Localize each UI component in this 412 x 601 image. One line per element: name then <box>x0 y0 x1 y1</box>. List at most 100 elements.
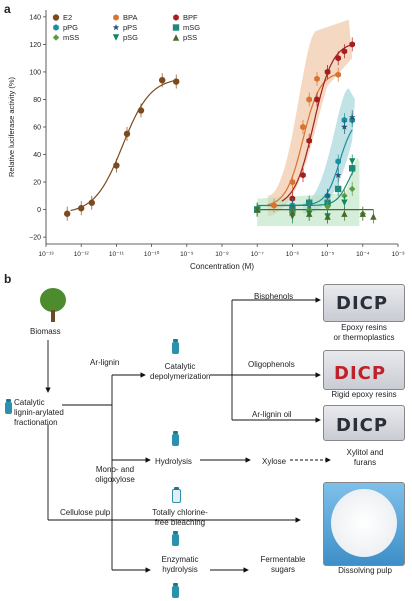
legend-entry-bpa: BPA <box>123 13 137 22</box>
data-point-psg <box>349 158 356 165</box>
x-tick-label: 10⁻¹² <box>74 251 90 258</box>
catalytic-depolymerization-label: Catalytic depolymerization <box>150 362 211 381</box>
data-point-bpa <box>306 96 312 103</box>
y-tick-label: 20 <box>33 180 41 187</box>
dissolving-pulp-image <box>323 482 405 566</box>
data-point-e2 <box>173 78 180 85</box>
panel-a-label: a <box>4 2 11 16</box>
legend-marker-bpf <box>173 14 179 21</box>
fit-curve-bpa <box>267 73 339 206</box>
panel-b-label: b <box>4 272 12 286</box>
hydrolysis-label: Hydrolysis <box>155 457 192 466</box>
legend-entry-msg: mSG <box>183 23 200 32</box>
legend-entry-psg: pSG <box>123 33 138 42</box>
data-point-e2 <box>63 210 71 217</box>
data-point-pps <box>348 113 356 121</box>
legend-entry-ppg: pPG <box>63 23 78 32</box>
legend-entry-e2: E2 <box>63 13 72 22</box>
rigid-epoxy-image: DICP <box>323 350 405 390</box>
bottle-icon <box>172 431 179 446</box>
y-tick-label: 60 <box>33 125 41 132</box>
data-point-pps <box>334 171 342 178</box>
y-tick-label: 140 <box>29 14 41 21</box>
data-point-bpa <box>300 123 306 131</box>
x-tick-label: 10⁻³ <box>392 251 406 258</box>
y-tick-label: 80 <box>33 97 41 104</box>
legend-entry-bpf: BPF <box>183 13 198 22</box>
xylose-label: Xylose <box>262 457 287 466</box>
data-point-ppg <box>335 158 341 165</box>
data-point-bpf <box>341 48 348 55</box>
data-point-bpf <box>306 137 312 144</box>
legend-marker-mss <box>52 34 60 41</box>
data-point-pps <box>324 192 331 199</box>
x-tick-label: 10⁻⁶ <box>286 251 300 258</box>
data-point-pps <box>341 123 348 130</box>
data-point-pss <box>324 213 331 220</box>
epoxy-sample-image: DICP <box>323 284 405 322</box>
dissolving-pulp-label: Dissolving pulp <box>338 566 392 575</box>
fit-curve-bpf <box>281 43 353 202</box>
legend-entry-pss: pSS <box>183 33 197 42</box>
legend-entry-mss: mSS <box>63 33 79 42</box>
y-tick-label: 120 <box>29 42 41 49</box>
data-point-pss <box>289 209 296 216</box>
data-point-e2 <box>78 205 85 212</box>
fermentable-sugars-label: Fermentable sugars <box>260 555 306 574</box>
data-point-e2 <box>113 162 120 169</box>
bisphenols-label: Bisphenols <box>254 292 294 301</box>
ar-lignin-oil-label: Ar-lignin oil <box>252 410 292 419</box>
data-point-pss <box>341 210 348 217</box>
data-point-bpa <box>335 71 341 78</box>
legend-marker-pss <box>172 34 180 41</box>
data-point-psg <box>341 199 348 206</box>
x-tick-label: 10⁻¹³ <box>39 251 55 258</box>
bottle-icon <box>172 583 179 598</box>
data-point-pss <box>359 210 366 217</box>
data-point-bpa <box>314 75 320 82</box>
xylitol-furans-label: Xylitol and furans <box>346 448 384 467</box>
data-point-e2 <box>123 130 131 138</box>
x-tick-label: 10⁻⁷ <box>251 251 265 258</box>
data-point-bpf <box>314 96 320 103</box>
data-point-pss <box>370 213 377 220</box>
data-point-pss <box>254 206 261 213</box>
rigid-epoxy-label: Rigid epoxy resins <box>331 390 397 399</box>
y-axis-label: Relative luciferase activity (%) <box>7 76 16 177</box>
data-point-mss <box>324 203 331 210</box>
cellulose-pulp-label: Cellulose pulp <box>60 508 111 517</box>
fit-curve-e2 <box>70 79 180 212</box>
bottle-icon <box>5 399 12 414</box>
data-point-e2 <box>137 107 145 114</box>
dicp-logo: DICP <box>336 415 389 436</box>
x-tick-label: 10⁻¹¹ <box>109 251 125 258</box>
biomass-label: Biomass <box>30 327 61 336</box>
tcf-bleaching-label: Totally chlorine- free bleaching <box>152 508 208 527</box>
enzymatic-hydrolysis-label: Enzymatic hydrolysis <box>161 555 199 574</box>
oligophenols-label: Oligophenols <box>248 360 295 369</box>
data-point-e2 <box>88 199 95 206</box>
confidence-band <box>267 19 353 217</box>
catalytic-fractionation-label: Catalytic lignin-arylated fractionation <box>14 398 64 427</box>
ar-lignin-oil-image: DICP <box>323 405 405 441</box>
pulp-disc <box>331 489 397 557</box>
y-tick-label: −20 <box>29 235 41 242</box>
y-tick-label: 100 <box>29 69 41 76</box>
legend-marker-msg <box>172 24 180 31</box>
legend-marker-e2 <box>52 14 60 21</box>
data-point-bpa <box>289 178 296 186</box>
dicp-logo: DICP <box>336 293 389 314</box>
mono-oligoxylose-label: Mono- and oligoxylose <box>95 465 135 484</box>
x-tick-label: 10⁻⁴ <box>356 251 370 258</box>
dicp-logo: DICP <box>334 363 387 384</box>
ar-lignin-label: Ar-lignin <box>90 358 120 367</box>
legend-entry-pps: pPS <box>123 23 137 32</box>
data-point-bpf <box>349 41 355 48</box>
x-tick-label: 10⁻⁸ <box>215 251 229 258</box>
x-tick-label: 10⁻⁵ <box>321 251 335 258</box>
legend-marker-pps <box>112 24 120 31</box>
legend-marker-ppg <box>53 24 59 31</box>
data-point-e2 <box>158 77 166 84</box>
bottle-icon <box>172 531 179 546</box>
